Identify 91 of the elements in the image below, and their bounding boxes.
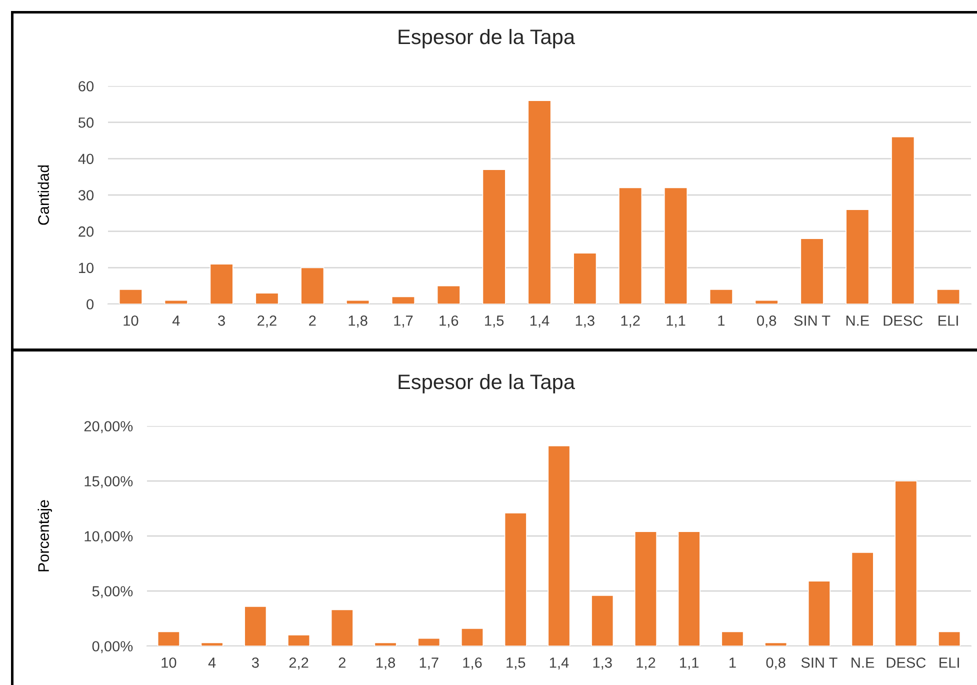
bar [721, 631, 744, 646]
x-tick-label: SIN T [794, 315, 830, 326]
x-tick-label: 1,7 [420, 658, 438, 670]
x-tick-label: 1,8 [348, 315, 368, 328]
y-axis-title: Cantidad [38, 165, 49, 225]
x-tick-label: 4 [208, 658, 216, 668]
y-tick-label: 60 [78, 81, 94, 92]
bar [164, 300, 188, 304]
y-tick-label: 40 [78, 154, 94, 164]
x-tick-label: 1,4 [530, 316, 550, 328]
y-tick-label: 30 [78, 190, 94, 200]
bar [255, 292, 279, 304]
x-tick-label: 1,7 [394, 316, 413, 328]
x-tick-label: 1,3 [593, 657, 612, 670]
chart-title: Espesor de la Tapa [398, 28, 575, 48]
bar [936, 289, 960, 304]
x-tick-label: 1 [718, 316, 725, 326]
x-tick-label: ELI [938, 316, 958, 326]
bar [938, 631, 961, 646]
bar [754, 300, 778, 304]
y-tick-label: 0,00% [92, 641, 133, 654]
y-tick-label: 20 [78, 226, 94, 237]
y-tick-label: 5,00% [92, 586, 133, 598]
bar [200, 642, 224, 646]
x-tick-label: 3 [252, 657, 259, 668]
bar [800, 238, 824, 304]
y-axis-title: Porcentaje [38, 500, 52, 572]
x-tick-label: 1,8 [376, 657, 396, 670]
bar [894, 480, 918, 646]
x-tick-label: 1,6 [440, 315, 458, 328]
bar [808, 580, 830, 646]
x-tick-label: 1,1 [680, 658, 699, 670]
bar [504, 512, 527, 646]
x-tick-label: DESC [886, 657, 926, 668]
y-tick-label: 20,00% [84, 421, 133, 434]
y-tick-label: 10 [79, 262, 94, 274]
x-tick-label: ELI [940, 658, 959, 668]
x-tick-label: 0,8 [757, 315, 776, 328]
x-tick-label: N.E [852, 658, 874, 668]
bar [764, 642, 788, 646]
bar [678, 531, 700, 646]
bar [300, 267, 324, 304]
bar [482, 169, 506, 304]
x-tick-label: 1 [730, 658, 736, 668]
bar [591, 594, 614, 646]
bar [157, 631, 180, 646]
bar [418, 638, 440, 646]
x-tick-label: DESC [884, 315, 923, 326]
y-tick-label: 15,00% [84, 476, 133, 488]
bar [528, 100, 552, 304]
bar [573, 252, 597, 304]
y-tick-label: 0 [86, 299, 94, 310]
x-tick-label: N.E [846, 316, 869, 326]
x-tick-label: 1,2 [621, 315, 640, 328]
bar [118, 289, 142, 304]
x-tick-label: 2 [309, 315, 316, 326]
bar [210, 264, 234, 304]
x-tick-label: 1,1 [666, 316, 686, 328]
bar [664, 187, 688, 304]
bar [618, 187, 642, 304]
bar [548, 445, 570, 646]
y-tick-label: 50 [78, 117, 94, 128]
bar [634, 531, 657, 646]
bar [851, 552, 874, 646]
x-tick-label: 1,2 [636, 657, 656, 670]
bar [461, 628, 484, 646]
bar [288, 634, 310, 646]
chart-title: Espesor de la Tapa [398, 374, 575, 394]
x-tick-label: 3 [218, 315, 225, 326]
bar [244, 606, 267, 646]
x-tick-label: 4 [172, 316, 180, 326]
x-tick-label: 1,4 [550, 658, 569, 670]
x-tick-label: 2 [338, 657, 346, 668]
x-tick-label: 2,2 [289, 657, 308, 670]
bar [436, 285, 460, 304]
bar [709, 289, 733, 304]
bar [330, 609, 354, 646]
bar [846, 209, 870, 304]
x-tick-label: 10 [162, 657, 176, 668]
bar [391, 296, 416, 304]
bar [346, 300, 370, 304]
bar [891, 136, 915, 304]
x-tick-label: 1,6 [463, 657, 482, 670]
x-tick-label: SIN T [801, 657, 838, 668]
bar [374, 642, 397, 646]
x-tick-label: 0,8 [766, 657, 786, 670]
y-tick-label: 10,00% [84, 531, 133, 544]
x-tick-label: 2,2 [258, 315, 276, 328]
x-tick-label: 1,5 [506, 658, 526, 670]
x-tick-label: 1,5 [485, 316, 504, 328]
x-tick-label: 1,3 [576, 315, 594, 328]
